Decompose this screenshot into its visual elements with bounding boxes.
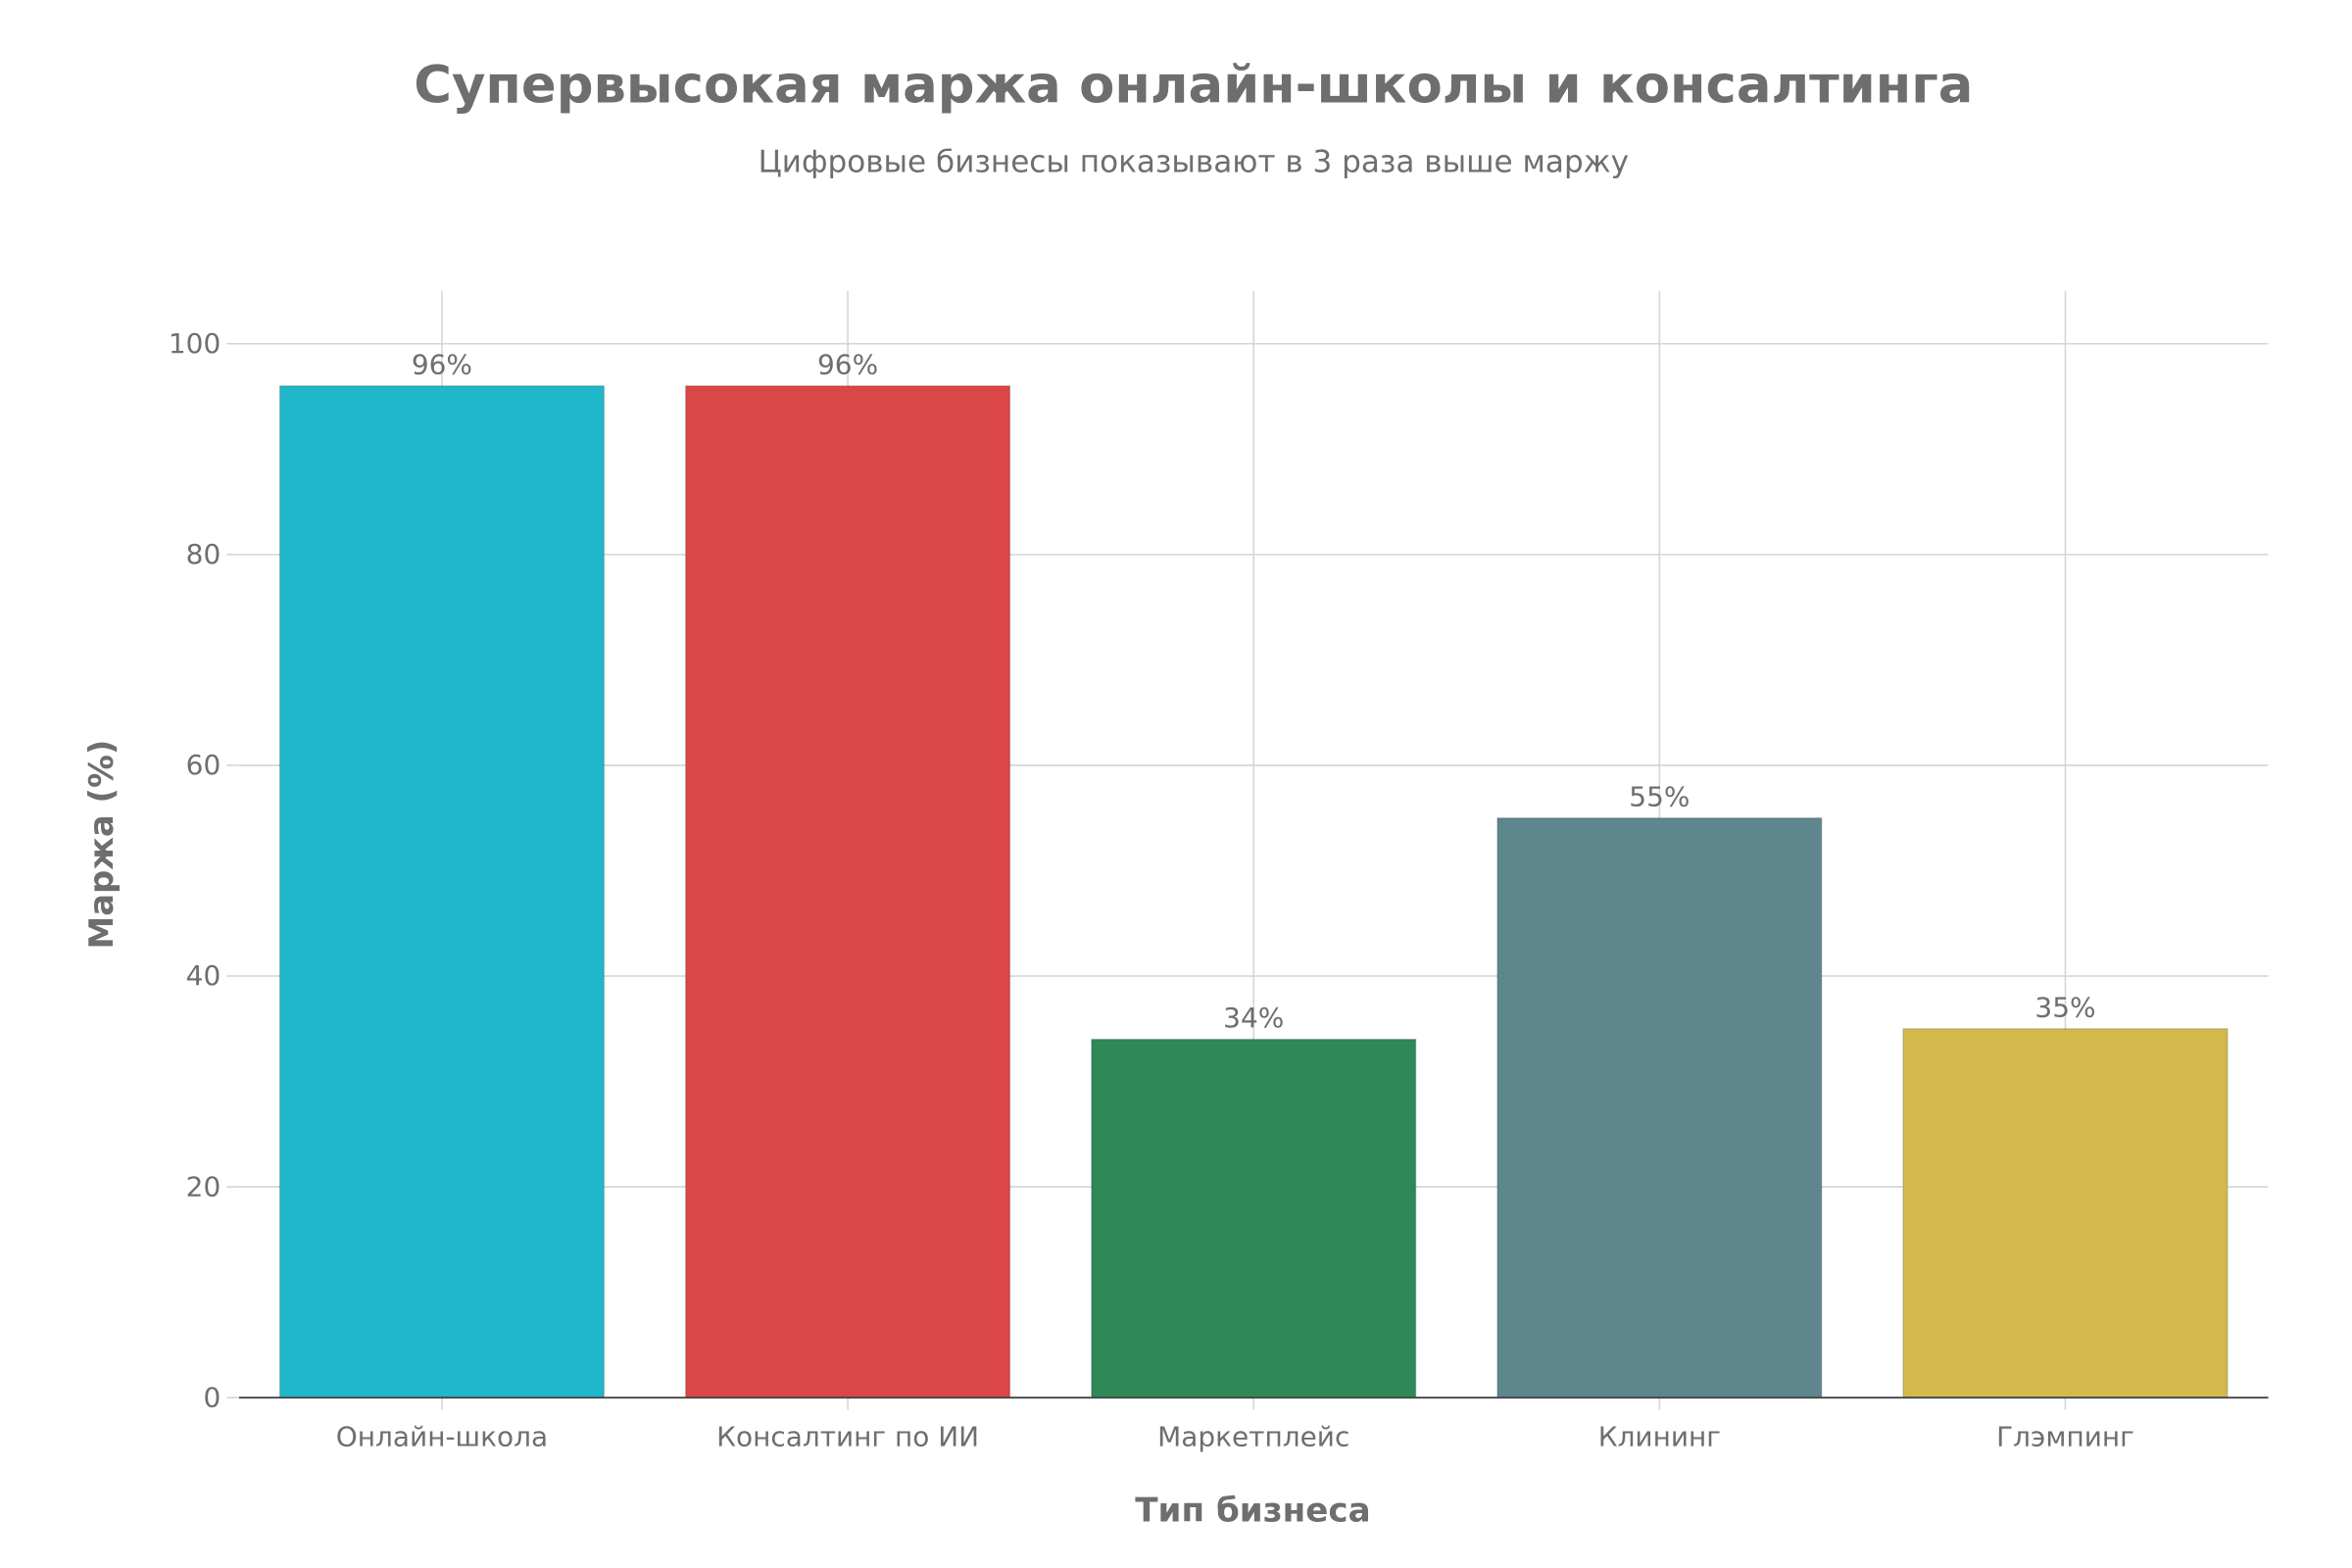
data-label: 34%	[1223, 1002, 1284, 1034]
y-tick-label: 60	[186, 749, 221, 781]
chart-title: Супервысокая маржа онлайн-школы и консал…	[414, 56, 1973, 116]
y-tick-label: 80	[186, 538, 221, 570]
data-label: 96%	[412, 349, 472, 381]
x-tick-label: Клининг	[1598, 1421, 1721, 1453]
y-axis-label: Маржа (%)	[82, 740, 122, 950]
y-tick-label: 100	[169, 327, 220, 360]
y-tick-label: 40	[186, 959, 221, 992]
bars: 96% 96% 34% 55% 35%	[278, 349, 2229, 1398]
bar	[1091, 1038, 1417, 1398]
bar	[1496, 816, 1823, 1398]
y-tick-label: 20	[186, 1170, 221, 1202]
y-tick-label: 0	[203, 1382, 220, 1414]
x-tick-label: Глэмпинг	[1996, 1421, 2134, 1453]
x-axis-label: Тип бизнеса	[1135, 1491, 1370, 1530]
data-label: 55%	[1629, 781, 1690, 813]
x-tick-label: Консалтинг по ИИ	[716, 1421, 979, 1453]
bar	[684, 385, 1011, 1398]
x-tick-label: Маркетплейс	[1157, 1421, 1349, 1453]
bar	[1902, 1027, 2229, 1398]
tick-labels: 0 20 40 60 80 100 Онлайн-школа Консалтинг по ИИ…	[169, 327, 2134, 1452]
x-tick-label: Онлайн-школа	[336, 1421, 548, 1453]
data-label: 35%	[2034, 992, 2095, 1024]
chart-subtitle: Цифровые бизнесы показывают в 3 раза выш…	[759, 145, 1629, 180]
data-label: 96%	[817, 349, 878, 381]
bar	[278, 385, 606, 1398]
